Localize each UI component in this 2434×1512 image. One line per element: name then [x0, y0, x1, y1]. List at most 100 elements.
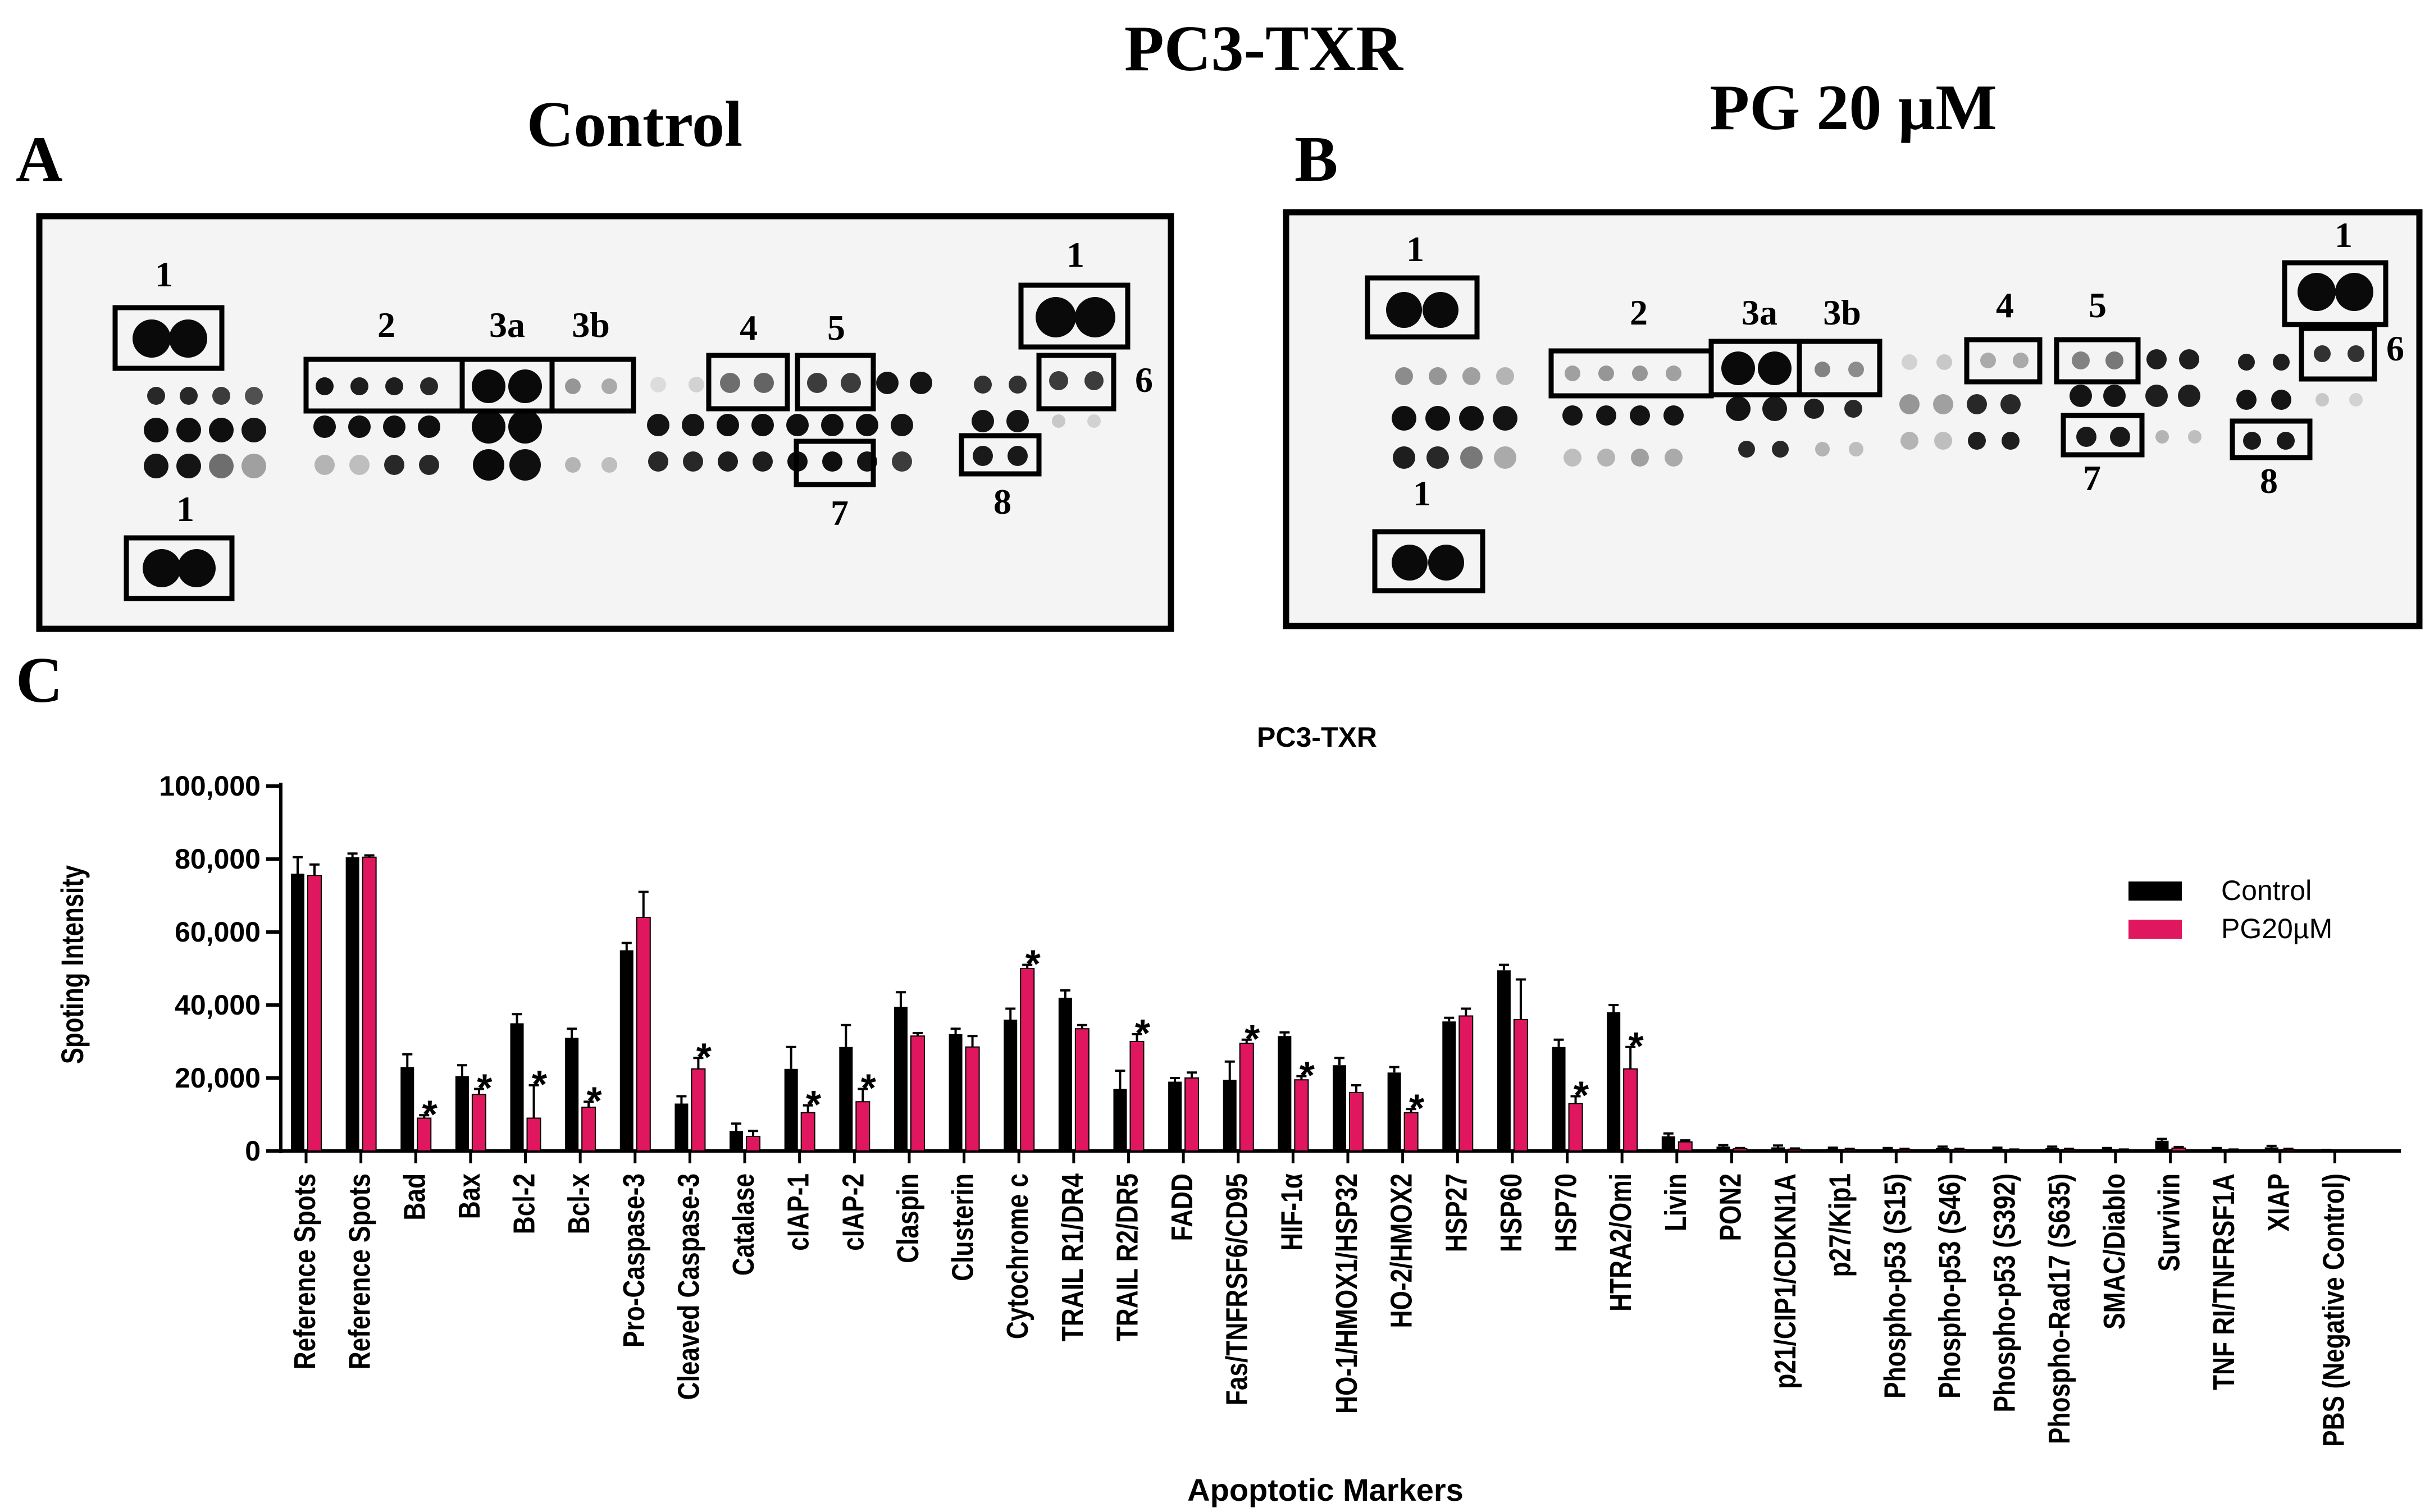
label-8: 8 — [993, 482, 1011, 522]
label-3a: 3a — [1742, 293, 1777, 332]
box-4 — [706, 353, 790, 412]
blot-spot — [1899, 394, 1920, 414]
box-ref-1c — [1018, 282, 1131, 350]
bar-control — [291, 874, 304, 1151]
x-tick-labels: Reference Spots Reference Spots Bad Bax Bcl-… — [288, 1151, 2350, 1447]
bar-pg — [362, 856, 377, 1152]
blot-spot — [1815, 442, 1830, 456]
blot-spot — [1494, 446, 1516, 469]
blot-spot — [1598, 366, 1614, 381]
bar-pg — [800, 1112, 815, 1152]
bar-pg — [746, 1136, 761, 1152]
bar-control — [1004, 1020, 1018, 1151]
blot-spot — [472, 369, 505, 403]
bar-control — [1223, 1080, 1237, 1151]
blot-spot — [1460, 446, 1483, 469]
y-axis-label: Spoting Intensity — [55, 865, 90, 1064]
blot-spot — [2273, 354, 2290, 371]
blot-spot — [689, 377, 704, 392]
panel-b-title: PG 20 µM — [1710, 72, 1997, 144]
bar-control — [784, 1068, 798, 1151]
blot-spot — [1006, 410, 1029, 432]
blot-spot — [313, 415, 336, 438]
bar-control — [1278, 1036, 1292, 1151]
label-6: 6 — [1135, 360, 1153, 400]
x-tick-label: SMAC/Diablo — [2098, 1173, 2131, 1330]
blot-spot — [601, 457, 617, 473]
blot-spot — [1844, 400, 1862, 418]
blot-spot — [2179, 349, 2199, 369]
blot-spot — [2236, 390, 2257, 410]
blot-control: 1 1 1 2 3a 3b 4 5 6 7 8 — [36, 213, 1174, 632]
x-tick-label: Survivin — [2152, 1173, 2186, 1272]
bar-control — [400, 1067, 414, 1151]
x-tick-label: Clusterin — [946, 1173, 979, 1281]
bar-control — [345, 857, 359, 1151]
significance-star: * — [532, 1062, 548, 1106]
bar-control — [1058, 998, 1072, 1151]
blot-spot — [1009, 376, 1027, 394]
blot-spot — [650, 377, 666, 392]
bar-pg — [1074, 1028, 1090, 1152]
x-tick-label: Pro-Caspase-3 — [617, 1173, 651, 1347]
bar-pg — [691, 1068, 706, 1152]
x-tick-label: Phospho-p53 (S15) — [1878, 1173, 1912, 1399]
blot-spot — [717, 414, 739, 436]
blot-spot — [1630, 405, 1650, 426]
blot-spot — [473, 449, 504, 481]
legend-label-pg: PG20µM — [2221, 913, 2332, 944]
x-tick-label: Phospho-p53 (S392) — [1988, 1173, 2021, 1412]
blot-spot — [508, 410, 542, 444]
blot-spot — [1565, 366, 1580, 381]
label-7: 7 — [2083, 458, 2101, 498]
blot-spot — [1934, 432, 1952, 450]
blot-spot — [2314, 345, 2331, 362]
x-tick-label: Cytochrome c — [1001, 1173, 1034, 1339]
bar-pg — [1623, 1068, 1638, 1152]
blot-spot — [1968, 432, 1986, 450]
label-2: 2 — [377, 305, 395, 345]
panel-a-letter: A — [16, 124, 63, 195]
blot-spot — [2145, 385, 2168, 407]
bar-chart: PC3-TXR Spoting Intensity Apoptotic Mark… — [55, 721, 2401, 1508]
box-3b — [549, 357, 636, 414]
y-tick-label: 60,000 — [175, 916, 261, 948]
blot-spot — [419, 455, 439, 475]
x-tick-label: HTRA2/Omi — [1604, 1173, 1638, 1312]
blot-spot — [1726, 396, 1751, 421]
blot-spot — [143, 549, 181, 587]
bar-pg — [471, 1094, 486, 1152]
bar-pg — [581, 1107, 596, 1152]
blot-spot — [1663, 405, 1684, 426]
blot-spot — [1049, 371, 1068, 390]
blot-spot — [1428, 545, 1464, 581]
blot-spot — [601, 378, 617, 394]
bar-control — [2045, 1148, 2059, 1151]
blot-spot — [1848, 362, 1864, 377]
label-7: 7 — [831, 493, 849, 533]
bar-control — [2155, 1140, 2169, 1151]
blot-spot — [1392, 545, 1428, 581]
blot-spot — [1392, 406, 1416, 431]
x-tick-label: Bad — [398, 1173, 431, 1221]
blot-spot — [245, 387, 263, 405]
blot-spot — [169, 319, 207, 358]
blot-spot — [176, 454, 201, 478]
legend: Control PG20µM — [2128, 875, 2332, 944]
blot-spot — [2013, 353, 2029, 368]
blot-spot — [1075, 297, 1115, 337]
blot-spot — [1008, 446, 1028, 466]
blot-spot — [1762, 396, 1787, 421]
x-tick-label: HIF-1α — [1275, 1173, 1309, 1251]
label-2: 2 — [1630, 293, 1648, 332]
blot-spot — [1815, 362, 1830, 377]
blot-spot — [2349, 393, 2363, 406]
box-6 — [2299, 326, 2377, 382]
x-axis-label: Apoptotic Markers — [1187, 1472, 1464, 1508]
blot-spot — [1900, 432, 1918, 450]
blot-spot — [350, 377, 368, 395]
bar-control — [1497, 970, 1511, 1151]
blot-spot — [1493, 406, 1517, 431]
bar-pg — [1184, 1077, 1200, 1152]
